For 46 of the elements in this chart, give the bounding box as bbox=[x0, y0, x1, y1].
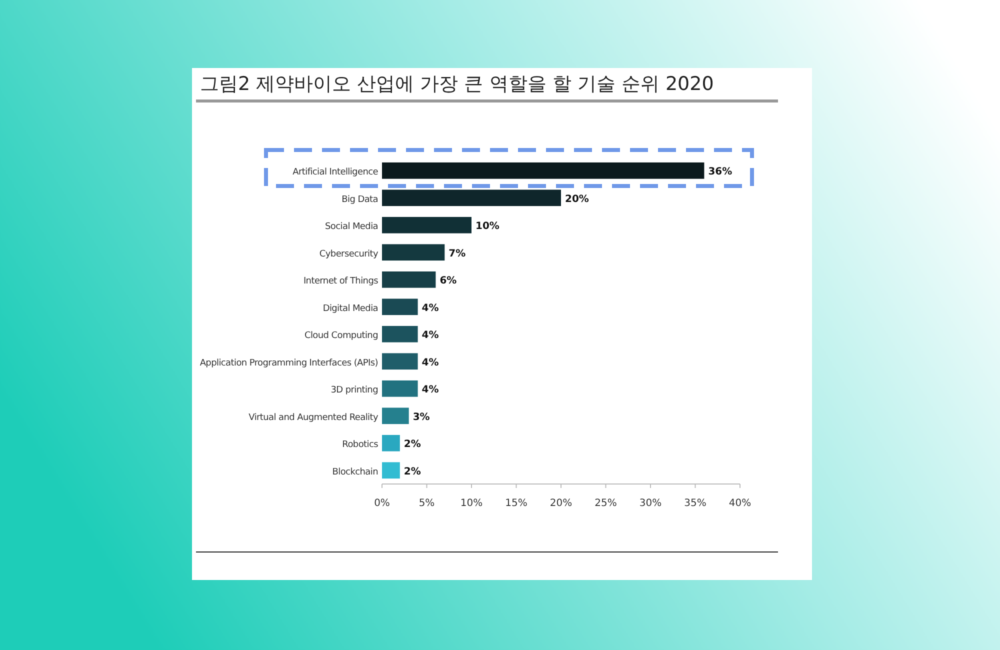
bar bbox=[382, 408, 409, 424]
data-label: 2% bbox=[404, 466, 421, 478]
bar bbox=[382, 244, 445, 261]
x-tick-label: 15% bbox=[505, 498, 528, 509]
bar bbox=[382, 298, 418, 316]
y-tick-label: 3D printing bbox=[330, 386, 378, 396]
y-tick-label: Internet of Things bbox=[303, 276, 379, 287]
bar bbox=[382, 434, 400, 452]
y-tick-label: Big Data bbox=[342, 194, 378, 205]
x-tick-label: 40% bbox=[728, 498, 752, 509]
bar bbox=[382, 326, 418, 342]
bar bbox=[382, 190, 561, 206]
data-label: 10% bbox=[476, 221, 500, 232]
y-tick-label: Application Programming Interfaces (APIs) bbox=[200, 358, 378, 368]
x-tick-label: 5% bbox=[418, 498, 435, 509]
bar bbox=[382, 380, 418, 397]
chart-title: 그림2 제약바이오 산업에 가장 큰 역할을 할 기술 순위 2020 bbox=[200, 73, 714, 95]
y-tick-label: Robotics bbox=[342, 440, 379, 450]
x-tick-label: 20% bbox=[550, 498, 572, 509]
bar bbox=[382, 462, 400, 479]
y-tick-label: Digital Media bbox=[322, 304, 378, 314]
x-tick-label: 35% bbox=[684, 498, 706, 509]
bar bbox=[382, 216, 472, 234]
data-label: 3% bbox=[412, 412, 430, 423]
x-tick-label: 0% bbox=[374, 498, 390, 509]
data-label: 7% bbox=[448, 248, 466, 260]
bar bbox=[382, 271, 436, 288]
data-label: 36% bbox=[708, 166, 732, 178]
bar bbox=[382, 162, 704, 179]
x-tick-label: 25% bbox=[594, 498, 617, 509]
y-tick-label: Cloud Computing bbox=[304, 331, 378, 342]
x-tick-label: 10% bbox=[460, 498, 483, 509]
y-tick-label: Blockchain bbox=[332, 467, 378, 478]
y-tick-label: Artificial Intelligence bbox=[292, 168, 379, 178]
y-tick-label: Cybersecurity bbox=[319, 249, 379, 260]
data-label: 4% bbox=[422, 384, 439, 396]
data-label: 4% bbox=[422, 357, 439, 368]
data-label: 20% bbox=[565, 194, 589, 205]
data-label: 2% bbox=[404, 439, 421, 450]
y-tick-label: Social Media bbox=[325, 222, 378, 232]
data-label: 6% bbox=[440, 276, 457, 287]
data-label: 4% bbox=[422, 302, 439, 314]
data-label: 4% bbox=[422, 330, 439, 342]
x-tick-label: 30% bbox=[639, 498, 662, 509]
bar bbox=[382, 353, 418, 370]
y-tick-label: Virtual and Augmented Reality bbox=[248, 412, 379, 423]
